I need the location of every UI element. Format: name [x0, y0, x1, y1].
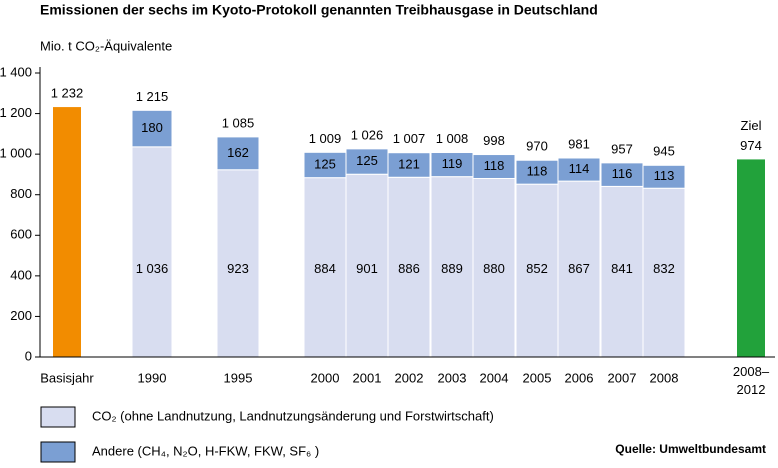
- bar-segment: [600, 185, 644, 358]
- total-label: 1 009: [309, 131, 342, 146]
- total-label: 998: [483, 133, 505, 148]
- source: Quelle: Umweltbundesamt: [615, 442, 766, 456]
- chart-title: Emissionen der sechs im Kyoto-Protokoll …: [40, 2, 598, 18]
- x-tick-label: 2002: [395, 370, 424, 385]
- bar-segment: [345, 148, 389, 175]
- segment-label: 162: [227, 145, 249, 160]
- total-label: 1 026: [351, 127, 384, 142]
- bar-segment: [345, 173, 389, 358]
- segment-label: 118: [484, 158, 505, 173]
- x-tick-label: 1995: [224, 370, 253, 385]
- y-tick-label: 1 000: [0, 146, 32, 161]
- segment-label: 852: [526, 261, 548, 276]
- bar-segment: [430, 176, 474, 358]
- legend-swatch: [40, 406, 76, 428]
- bar-segment: [642, 187, 686, 358]
- x-tick-label: 2005: [523, 370, 552, 385]
- segment-label: 121: [398, 156, 420, 171]
- segment-label: 901: [356, 261, 378, 276]
- x-tick-label: 2007: [608, 370, 637, 385]
- x-tick-label: Basisjahr: [40, 370, 94, 385]
- total-label: 974: [740, 138, 762, 153]
- bar-segment: [131, 146, 173, 358]
- total-label: 1 008: [436, 131, 469, 146]
- segment-label: 125: [314, 156, 336, 171]
- x-tick-label: 1990: [138, 370, 167, 385]
- segment-label: 880: [483, 261, 505, 276]
- legend-label: CO₂ (ohne Landnutzung, Landnutzungsänder…: [92, 408, 494, 423]
- bar-segment: [387, 152, 431, 178]
- bar-segment: [557, 180, 601, 358]
- total-label: 1 215: [136, 89, 169, 104]
- segment-label: 113: [654, 168, 675, 183]
- y-tick-label: 600: [10, 227, 32, 242]
- x-tick-label: 2006: [565, 370, 594, 385]
- segment-label: 886: [398, 261, 420, 276]
- segment-label: 119: [442, 156, 463, 171]
- total-label: 1 232: [51, 86, 84, 101]
- segment-label: 832: [653, 261, 675, 276]
- segment-label: 180: [141, 120, 163, 135]
- bar-segment: [472, 154, 516, 179]
- y-tick-label: 1 200: [0, 105, 32, 120]
- total-label: 1 007: [393, 131, 426, 146]
- x-tick-label: 2008– 2012: [733, 364, 770, 397]
- segment-label: 118: [527, 164, 548, 179]
- segment-label: 884: [314, 261, 336, 276]
- segment-label: 125: [356, 153, 378, 168]
- legend-label: Andere (CH₄, N₂O, H-FKW, FKW, SF₆ ): [92, 443, 319, 458]
- x-tick-label-line: 2008–: [733, 364, 770, 379]
- segment-label: 116: [612, 166, 633, 181]
- segment-label: 923: [227, 261, 249, 276]
- segment-label: 889: [441, 261, 463, 276]
- segment-label: 1 036: [136, 261, 169, 276]
- y-tick-label: 400: [10, 267, 32, 282]
- total-label: 945: [653, 144, 675, 159]
- bar-segment: [430, 152, 474, 178]
- y-tick-label: 800: [10, 186, 32, 201]
- segment-label: 841: [611, 261, 633, 276]
- bar: [737, 159, 765, 357]
- segment-label: 867: [568, 261, 590, 276]
- bar-segment: [216, 136, 260, 171]
- total-label: 957: [611, 141, 633, 156]
- x-tick-label: 2003: [438, 370, 467, 385]
- bar-segment: [131, 109, 173, 148]
- total-label: 970: [526, 139, 548, 154]
- y-tick-label: 0: [25, 348, 32, 363]
- legend-swatch: [40, 441, 76, 463]
- x-tick-label: 2001: [353, 370, 382, 385]
- bar-segment: [642, 164, 686, 189]
- bar: [53, 107, 81, 357]
- y-tick-label: 200: [10, 308, 32, 323]
- bar-segment: [387, 176, 431, 358]
- y-tick-label: 1 400: [0, 64, 32, 79]
- x-tick-label: 2008: [650, 370, 679, 385]
- x-tick-label: 2000: [311, 370, 340, 385]
- segment-label: 114: [569, 161, 590, 176]
- x-tick-label: 2004: [480, 370, 509, 385]
- y-axis-label: Mio. t CO₂-Äquivalente: [40, 38, 172, 53]
- bar-segment: [557, 157, 601, 182]
- total-label: 1 085: [222, 115, 255, 130]
- x-tick-label-line: 2012: [737, 382, 766, 397]
- bar-segment: [303, 151, 347, 179]
- bar-segment: [472, 177, 516, 358]
- target-label: Ziel: [741, 118, 762, 133]
- total-label: 981: [568, 136, 590, 151]
